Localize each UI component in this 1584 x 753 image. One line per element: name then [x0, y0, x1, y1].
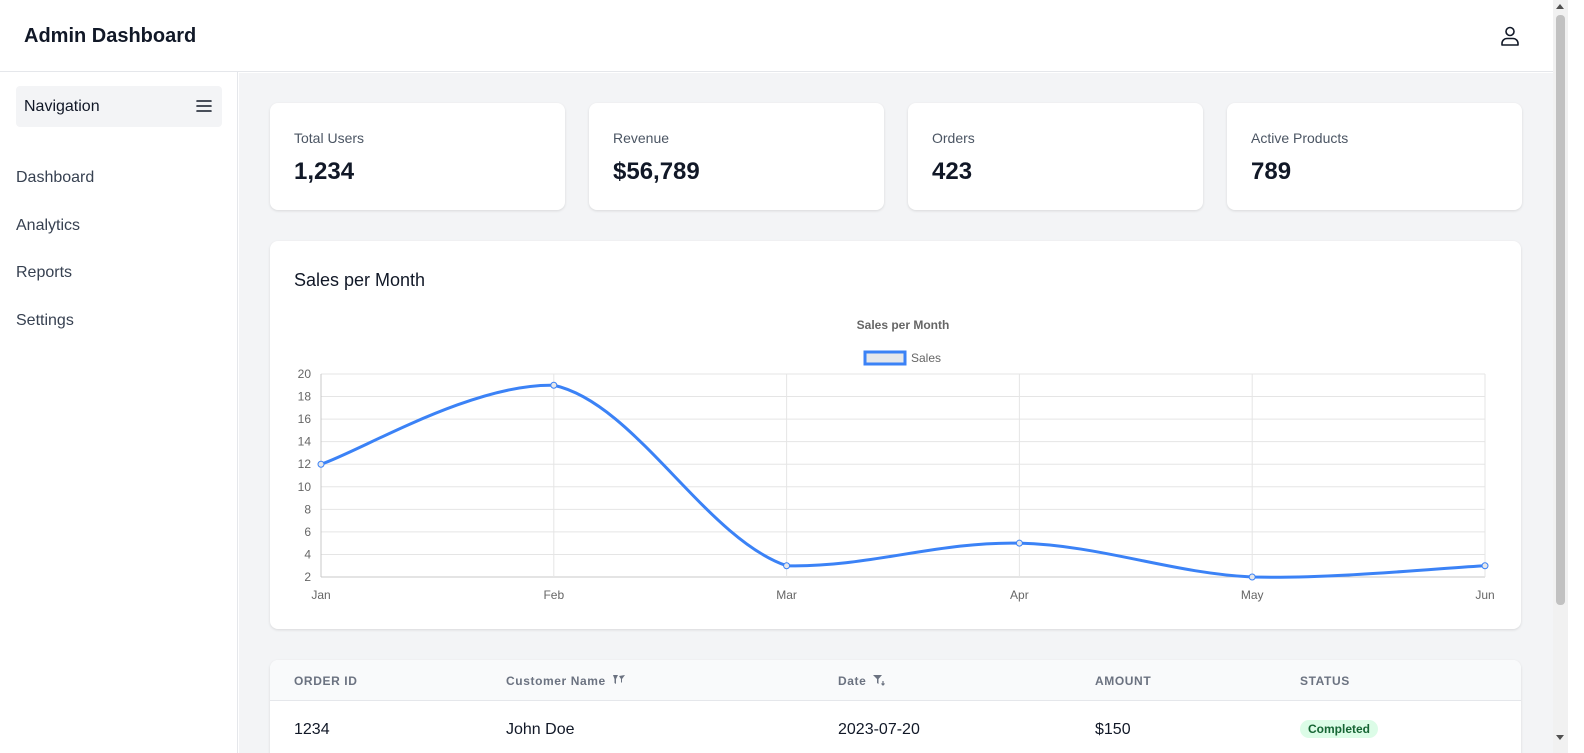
- sidebar-item-settings[interactable]: Settings: [16, 312, 74, 329]
- navigation-label: Navigation: [24, 98, 100, 115]
- x-tick-label: Jan: [311, 588, 330, 602]
- sales-data-point: [783, 562, 791, 570]
- main-content: Total Users 1,234 Revenue $56,789 Orders…: [239, 73, 1553, 753]
- status-badge: Completed: [1300, 720, 1379, 738]
- sales-data-point: [1015, 539, 1023, 547]
- x-tick-label: Feb: [543, 588, 564, 602]
- sidebar: Navigation Dashboard Analytics Reports S…: [0, 72, 238, 753]
- stat-label: Total Users: [294, 130, 365, 146]
- table-header: ORDER ID Customer Name Date AMOUNT STATU…: [270, 660, 1521, 701]
- filter-icon[interactable]: [872, 674, 886, 686]
- stat-value: 423: [932, 158, 973, 185]
- vertical-scrollbar[interactable]: [1553, 0, 1568, 753]
- stat-card-revenue: Revenue $56,789: [589, 103, 884, 210]
- user-icon[interactable]: [1498, 24, 1522, 48]
- stat-card-total-users: Total Users 1,234: [270, 103, 565, 210]
- top-bar: Admin Dashboard: [0, 0, 1553, 72]
- stat-value: 789: [1251, 158, 1292, 185]
- sidebar-item-dashboard[interactable]: Dashboard: [16, 169, 95, 186]
- y-tick-label: 2: [304, 570, 311, 584]
- y-tick-label: 12: [298, 457, 312, 471]
- chart-title: Sales per Month: [857, 318, 950, 332]
- sales-data-point: [1481, 562, 1489, 570]
- y-tick-label: 20: [298, 367, 312, 381]
- y-tick-label: 16: [298, 412, 312, 426]
- cell-amount: $150: [1095, 721, 1131, 738]
- stat-label: Orders: [932, 130, 975, 146]
- legend-label: Sales: [911, 351, 941, 365]
- cell-order-id: 1234: [294, 721, 330, 738]
- legend-swatch: [863, 350, 907, 366]
- orders-table: ORDER ID Customer Name Date AMOUNT STATU…: [270, 660, 1521, 753]
- scroll-up-arrow-icon[interactable]: [1556, 4, 1564, 9]
- sales-data-point: [317, 460, 325, 468]
- y-tick-label: 10: [298, 480, 312, 494]
- sidebar-item-reports[interactable]: Reports: [16, 264, 73, 281]
- stat-card-active-products: Active Products 789: [1227, 103, 1522, 210]
- x-tick-label: Mar: [776, 588, 797, 602]
- y-tick-label: 4: [304, 547, 311, 561]
- sales-data-point: [550, 381, 558, 389]
- y-tick-label: 18: [298, 390, 312, 404]
- hamburger-menu-icon[interactable]: [196, 98, 212, 114]
- y-tick-label: 14: [298, 435, 312, 449]
- column-header-customer-name[interactable]: Customer Name: [506, 674, 626, 688]
- stat-label: Active Products: [1251, 130, 1349, 146]
- y-tick-label: 6: [304, 525, 311, 539]
- cell-date: 2023-07-20: [838, 721, 920, 738]
- sidebar-item-analytics[interactable]: Analytics: [16, 217, 81, 234]
- sales-series-line: [320, 383, 1486, 579]
- sales-line-chart: Sales per Month Sales 2 4 6 8 10 12 14 16 18 20 Jan F…: [298, 318, 1495, 602]
- stat-value: $56,789: [613, 158, 700, 185]
- x-tick-label: May: [1241, 588, 1264, 602]
- x-tick-label: Apr: [1010, 588, 1029, 602]
- app-title: Admin Dashboard: [24, 25, 197, 47]
- column-header-amount[interactable]: AMOUNT: [1095, 674, 1152, 688]
- y-tick-label: 8: [304, 502, 311, 516]
- column-header-date[interactable]: Date: [838, 674, 886, 688]
- cell-customer-name: John Doe: [506, 721, 575, 738]
- column-header-status[interactable]: STATUS: [1300, 674, 1350, 688]
- stat-card-orders: Orders 423: [908, 103, 1203, 210]
- stat-value: 1,234: [294, 158, 355, 185]
- column-header-order-id[interactable]: ORDER ID: [294, 674, 358, 688]
- sales-chart-card: Sales per Month Sales per Month Sales 2 4 6 8…: [270, 241, 1521, 629]
- stat-label: Revenue: [613, 130, 670, 146]
- filter-icon[interactable]: [612, 674, 626, 686]
- scrollbar-thumb[interactable]: [1556, 15, 1565, 605]
- scroll-down-arrow-icon[interactable]: [1556, 735, 1564, 740]
- sales-data-point: [1248, 573, 1256, 581]
- navigation-header: Navigation: [16, 86, 222, 127]
- x-tick-label: Jun: [1475, 588, 1494, 602]
- chart-section-heading: Sales per Month: [294, 270, 426, 290]
